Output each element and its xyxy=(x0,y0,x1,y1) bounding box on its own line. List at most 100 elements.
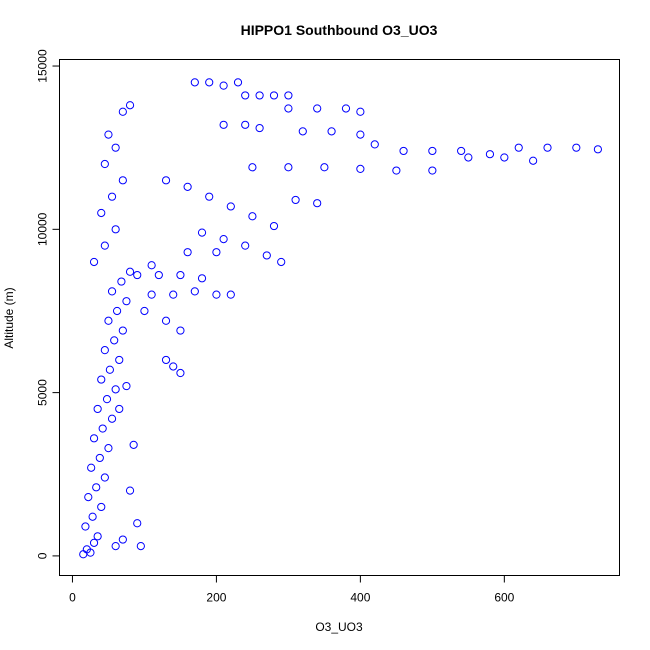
data-point xyxy=(176,326,185,335)
data-point xyxy=(370,140,379,149)
data-point xyxy=(190,78,199,87)
data-point xyxy=(104,130,113,139)
data-point xyxy=(161,176,171,185)
data-point xyxy=(248,212,257,221)
data-point xyxy=(241,241,250,250)
data-point xyxy=(136,542,145,551)
data-point xyxy=(118,107,127,116)
data-point xyxy=(97,375,106,384)
data-point xyxy=(89,257,99,267)
data-point xyxy=(219,120,228,129)
data-point xyxy=(543,143,552,152)
data-point xyxy=(98,424,107,433)
chart-title: HIPPO1 Southbound O3_UO3 xyxy=(241,22,438,38)
data-point xyxy=(89,434,99,443)
data-point xyxy=(277,257,286,267)
data-point xyxy=(102,395,112,404)
data-point xyxy=(122,381,131,391)
data-point xyxy=(212,290,221,299)
data-point xyxy=(205,78,214,87)
data-point xyxy=(356,130,365,139)
data-point xyxy=(104,316,113,325)
y-tick-label: 15000 xyxy=(36,49,50,83)
y-axis-label: Altitude (m) xyxy=(2,287,16,348)
data-point xyxy=(269,221,279,231)
data-point xyxy=(140,306,149,316)
data-points xyxy=(79,78,603,559)
x-axis: 0 200 400 600 xyxy=(69,575,515,605)
data-point xyxy=(255,91,264,100)
data-point xyxy=(284,163,293,172)
data-point xyxy=(111,385,120,394)
data-point xyxy=(88,512,97,521)
data-point xyxy=(89,538,99,547)
data-point xyxy=(118,326,127,335)
data-point xyxy=(115,404,124,414)
x-tick-label: 600 xyxy=(494,591,514,605)
data-point xyxy=(147,261,156,270)
data-point xyxy=(320,163,329,172)
data-point xyxy=(219,235,228,244)
data-point xyxy=(212,248,221,257)
data-point xyxy=(100,241,109,250)
data-point xyxy=(284,104,293,113)
data-point xyxy=(197,274,207,283)
data-point xyxy=(284,91,293,100)
data-point xyxy=(205,192,214,201)
data-point xyxy=(241,91,250,100)
y-axis: 0 5000 10000 15000 xyxy=(36,49,60,559)
data-point xyxy=(226,202,235,211)
data-point xyxy=(457,146,466,156)
data-point xyxy=(399,146,408,156)
x-axis-label: O3_UO3 xyxy=(315,620,363,634)
data-point xyxy=(125,267,135,276)
data-point xyxy=(100,159,109,169)
data-point xyxy=(593,145,603,154)
x-tick-label: 0 xyxy=(69,591,76,605)
data-point xyxy=(111,542,120,551)
data-point xyxy=(133,519,142,528)
data-point xyxy=(241,120,250,129)
y-tick-label: 10000 xyxy=(36,212,50,246)
data-point xyxy=(356,164,365,174)
data-point xyxy=(104,444,113,453)
data-point xyxy=(161,355,171,365)
data-point xyxy=(87,463,96,472)
data-point xyxy=(183,182,192,191)
data-point xyxy=(147,290,156,299)
data-point xyxy=(226,290,235,299)
data-point xyxy=(529,156,538,165)
data-point xyxy=(125,101,135,110)
data-point xyxy=(93,532,102,541)
data-point xyxy=(100,473,109,482)
data-point xyxy=(125,486,135,495)
data-point xyxy=(176,270,185,280)
data-point xyxy=(514,143,523,152)
data-point xyxy=(233,78,243,87)
data-point xyxy=(111,225,120,234)
data-point xyxy=(107,192,117,201)
data-point xyxy=(190,287,199,296)
y-tick-label: 0 xyxy=(36,552,50,559)
data-point xyxy=(154,270,163,280)
data-point xyxy=(95,453,104,463)
data-point xyxy=(248,163,257,172)
data-point xyxy=(219,81,228,90)
data-point xyxy=(291,195,300,205)
data-point xyxy=(118,176,127,185)
data-point xyxy=(169,290,178,299)
data-point xyxy=(118,535,127,544)
data-point xyxy=(341,104,351,113)
data-point xyxy=(97,208,106,218)
data-point xyxy=(115,355,124,365)
data-point xyxy=(392,166,401,175)
data-point xyxy=(97,502,106,512)
x-tick-label: 200 xyxy=(206,591,226,605)
y-tick-label: 5000 xyxy=(36,379,50,406)
data-point xyxy=(105,365,114,374)
data-point xyxy=(485,150,495,159)
data-point xyxy=(500,153,509,162)
data-point xyxy=(107,287,117,296)
